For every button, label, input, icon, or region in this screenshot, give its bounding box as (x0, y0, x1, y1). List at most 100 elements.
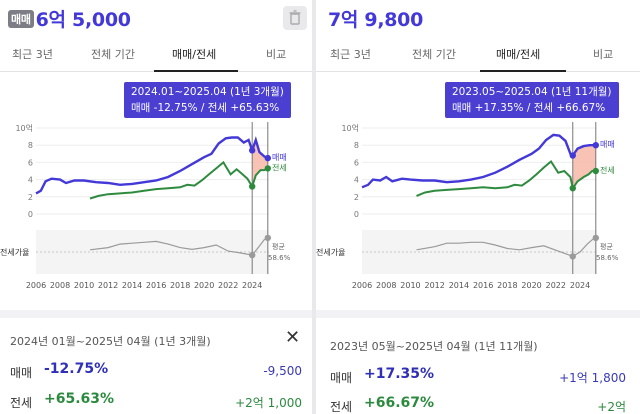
x-tick-label: 2012 (425, 281, 445, 290)
ratio-series-line (416, 237, 597, 258)
jeonse-series-label: 전세 (600, 165, 615, 175)
tab-all-period[interactable]: 전체 기간 (412, 48, 456, 61)
y-tick-label: 2 (28, 193, 33, 202)
price-value: 7억 9,800 (328, 9, 424, 31)
sale-start-point (569, 152, 576, 159)
range-tooltip: 2024.01~2025.04 (1년 3개월) 매매 -12.75% / 전세… (124, 82, 291, 118)
sale-change-value: -9,500 (263, 364, 302, 378)
ratio-avg-value: 58.6% (268, 254, 291, 262)
sale-start-point (248, 147, 256, 154)
tab-compare[interactable]: 비교 (593, 48, 614, 61)
active-tab-indicator (480, 70, 566, 72)
ratio-start-point (569, 253, 576, 260)
tooltip-changes: 매매 -12.75% / 전세 +65.63% (131, 102, 280, 114)
tab-recent-3y[interactable]: 최근 3년 (12, 48, 53, 61)
x-tick-label: 2010 (74, 281, 94, 290)
price-badge: 매매 (8, 10, 34, 28)
y-tick-label: 0 (354, 210, 359, 219)
y-tick-label: 10억 (15, 123, 33, 133)
tab-sale-jeonse[interactable]: 매매/전세 (496, 48, 541, 61)
section-divider (316, 310, 640, 318)
jeonse-series-label: 전세 (272, 162, 287, 172)
jeonse-change-pct: +66.67% (364, 395, 435, 411)
tab-recent-3y[interactable]: 최근 3년 (330, 48, 371, 61)
x-tick-label: 2018 (497, 281, 517, 290)
ratio-avg-title: 평균 (600, 242, 613, 251)
ratio-row-label: 전세가율 (0, 247, 29, 257)
sale-series-line (35, 136, 269, 195)
summary-period: 2024년 01월~2025년 04월 (1년 3개월) (10, 335, 211, 348)
tab-bar: 최근 3년 전체 기간 매매/전세 비교 (0, 36, 312, 72)
x-tick-label: 2024 (570, 281, 590, 290)
sale-change-value: +1억 1,800 (559, 371, 626, 385)
ratio-end-point (264, 234, 271, 242)
x-tick-label: 2006 (26, 281, 46, 290)
x-tick-label: 2008 (50, 281, 70, 290)
jeonse-start-point (248, 183, 256, 190)
jeonse-change-value: +2억 1,000 (235, 396, 302, 410)
x-tick-label: 2022 (218, 281, 238, 290)
ratio-start-point (248, 251, 256, 259)
y-tick-label: 4 (28, 176, 33, 185)
ratio-end-point (592, 234, 599, 242)
y-tick-label: 8 (354, 141, 359, 150)
sale-end-point (592, 142, 599, 149)
x-tick-label: 2020 (194, 281, 214, 290)
close-icon[interactable]: ✕ (285, 327, 301, 348)
jeonse-label: 전세 (330, 400, 353, 414)
jeonse-end-point (592, 167, 599, 175)
jeonse-end-point (264, 165, 271, 172)
x-tick-label: 2008 (376, 281, 396, 290)
x-tick-label: 2016 (473, 281, 493, 290)
y-tick-label: 0 (28, 210, 33, 219)
price-heading: 매매 6억 5,000 (8, 5, 131, 32)
tooltip-period: 2023.05~2025.04 (1년 11개월) (452, 86, 612, 98)
jeonse-start-point (569, 185, 576, 192)
sale-label: 매매 (10, 366, 33, 380)
x-tick-label: 2024 (242, 281, 262, 290)
tab-sale-jeonse[interactable]: 매매/전세 (172, 48, 217, 61)
x-tick-label: 2022 (546, 281, 566, 290)
range-tooltip: 2023.05~2025.04 (1년 11개월) 매매 +17.35% / 전… (445, 82, 619, 118)
summary-period: 2023년 05월~2025년 04월 (1년 11개월) (330, 340, 538, 353)
jeonse-change-value: +2억 (597, 400, 626, 414)
x-tick-label: 2014 (122, 281, 142, 290)
trash-icon[interactable] (283, 6, 307, 30)
left-panel: 매매 6억 5,000 최근 3년 전체 기간 매매/전세 비교 0 2 4 6 8 10억… (0, 0, 312, 414)
y-tick-label: 2 (354, 193, 359, 202)
sale-series-label: 매매 (600, 140, 615, 149)
ratio-avg-title: 평균 (272, 242, 285, 251)
jeonse-series-line (416, 160, 596, 197)
jeonse-label: 전세 (10, 396, 33, 410)
tab-compare[interactable]: 비교 (266, 48, 287, 61)
ratio-row-label: 전세가율 (316, 247, 345, 257)
x-tick-label: 2010 (400, 281, 420, 290)
sale-label: 매매 (330, 371, 353, 385)
sale-end-point (264, 154, 271, 162)
ratio-avg-value: 58.6% (596, 254, 619, 262)
sale-series-label: 매매 (272, 153, 287, 162)
y-tick-label: 4 (354, 176, 359, 185)
x-tick-label: 2012 (98, 281, 118, 290)
sale-change-pct: +17.35% (364, 366, 435, 382)
y-tick-label: 8 (28, 141, 33, 150)
y-tick-label: 6 (354, 158, 359, 167)
x-tick-label: 2018 (170, 281, 190, 290)
sale-change-pct: -12.75% (44, 361, 109, 377)
y-tick-label: 10억 (341, 123, 359, 133)
active-tab-indicator (154, 70, 238, 72)
tab-bar: 최근 3년 전체 기간 매매/전세 비교 (316, 36, 640, 72)
jeonse-change-pct: +65.63% (44, 391, 115, 407)
jeonse-series-line (89, 160, 269, 200)
range-highlight-area (572, 145, 596, 189)
tab-all-period[interactable]: 전체 기간 (91, 48, 135, 61)
price-value: 6억 5,000 (35, 9, 131, 31)
tooltip-period: 2024.01~2025.04 (1년 3개월) (131, 86, 284, 98)
y-tick-label: 6 (28, 158, 33, 167)
tooltip-changes: 매매 +17.35% / 전세 +66.67% (452, 102, 606, 114)
x-tick-label: 2014 (449, 281, 469, 290)
x-tick-label: 2006 (352, 281, 372, 290)
